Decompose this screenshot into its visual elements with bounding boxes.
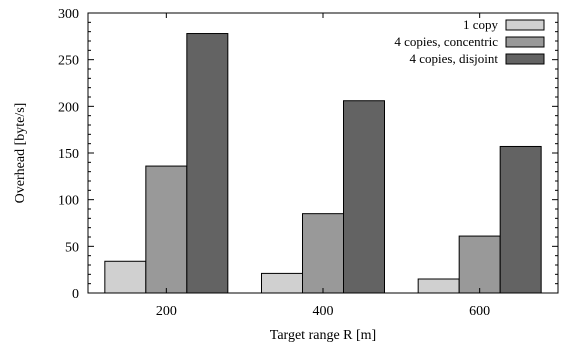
x-axis-label: Target range R [m] bbox=[270, 328, 376, 343]
bar-1-400 bbox=[261, 272, 303, 294]
legend-swatch-3 bbox=[505, 53, 545, 65]
y-tick-label: 0 bbox=[72, 287, 79, 302]
bars-group bbox=[104, 33, 542, 294]
legend-swatch-2 bbox=[505, 36, 545, 48]
bar-2-400 bbox=[302, 213, 344, 294]
y-tick-label: 50 bbox=[65, 240, 79, 255]
x-tick-label: 400 bbox=[313, 304, 334, 319]
legend-label-2: 4 copies, concentric bbox=[394, 34, 498, 49]
legend-swatch-1 bbox=[505, 19, 545, 31]
y-tick-label: 100 bbox=[58, 194, 79, 209]
legend-label-1: 1 copy bbox=[463, 17, 499, 32]
bar-3-600 bbox=[499, 145, 542, 294]
legend-label-3: 4 copies, disjoint bbox=[410, 51, 499, 66]
y-axis-label: Overhead [byte/s] bbox=[13, 103, 28, 204]
bar-1-600 bbox=[417, 278, 460, 294]
bar-2-600 bbox=[458, 235, 501, 294]
axes-group: 200 400 600 0 50 100 150 200 250 300 bbox=[58, 7, 559, 319]
plot-frame bbox=[87, 12, 559, 294]
y-tick-label: 200 bbox=[58, 100, 79, 115]
bar-1-200 bbox=[104, 260, 147, 294]
bar-2-200 bbox=[145, 165, 188, 294]
x-tick-label: 200 bbox=[156, 304, 177, 319]
bar-3-400 bbox=[343, 100, 385, 294]
y-tick-label: 300 bbox=[58, 7, 79, 22]
y-tick-label: 250 bbox=[58, 54, 79, 69]
bar-3-200 bbox=[186, 33, 229, 294]
y-tick-label: 150 bbox=[58, 147, 79, 162]
legend: 1 copy 4 copies, concentric 4 copies, disj… bbox=[394, 17, 545, 66]
x-tick-label: 600 bbox=[469, 304, 490, 319]
